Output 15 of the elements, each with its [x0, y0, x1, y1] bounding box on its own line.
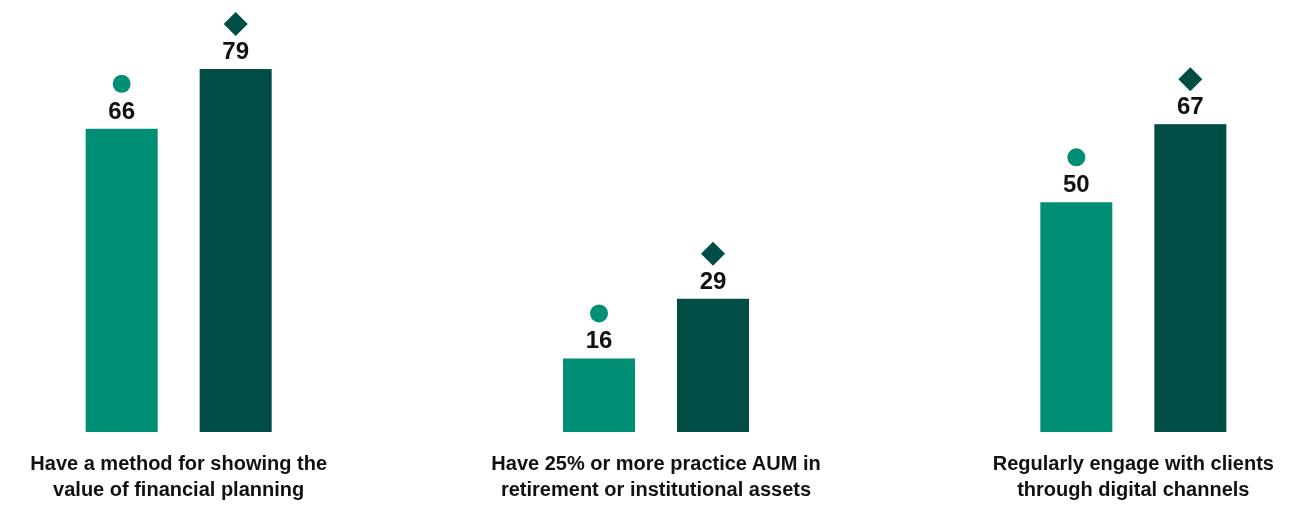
data-label: 67: [1176, 92, 1204, 120]
data-label: 66: [108, 96, 136, 124]
bar: [85, 128, 158, 432]
x-tick-label: Have a method for showing the value of financial planning: [30, 452, 328, 500]
x-tick-label: Have 25% or more practice AUM in retirement or institutional assets: [491, 452, 821, 500]
bar: [563, 358, 635, 432]
data-label: 50: [1062, 170, 1090, 198]
data-label: 79: [222, 37, 250, 65]
bar: [199, 69, 272, 432]
data-label: 16: [585, 326, 613, 354]
bar: [677, 298, 749, 432]
data-label: 29: [699, 266, 727, 294]
bar: [1154, 124, 1227, 432]
x-tick-label: Regularly engage with clients through digital channels: [992, 452, 1274, 500]
bar: [1040, 202, 1113, 432]
